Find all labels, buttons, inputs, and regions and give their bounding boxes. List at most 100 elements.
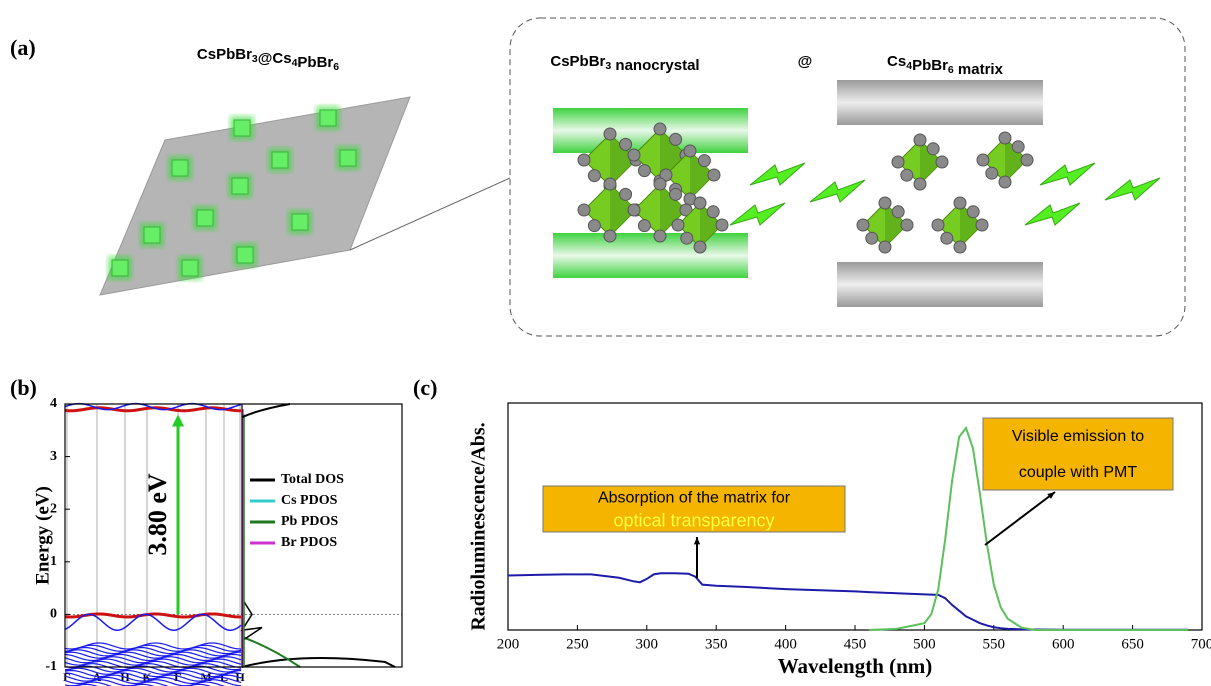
atom [654, 123, 666, 135]
cube [232, 178, 248, 194]
atom [977, 154, 989, 166]
x-tick-label: 500 [913, 636, 936, 652]
atom [857, 219, 869, 231]
atom [628, 204, 640, 216]
atom [670, 188, 682, 200]
y-tick-label: 3 [50, 449, 57, 464]
atom [638, 165, 650, 177]
bolt [810, 180, 865, 202]
atom [588, 220, 600, 232]
bolt [730, 203, 785, 225]
atom [1021, 154, 1033, 166]
cube [272, 152, 288, 168]
plot-frame [65, 404, 402, 667]
atom [976, 219, 988, 231]
dos-curve [242, 404, 290, 417]
dos-curve [242, 658, 395, 667]
panel-label: (c) [413, 375, 437, 400]
cube [172, 160, 188, 176]
atom [901, 219, 913, 231]
atom [879, 197, 891, 209]
atom [941, 232, 953, 244]
x-tick-label: 600 [1052, 636, 1075, 652]
annotation-text: Absorption of the matrix for [598, 490, 791, 507]
legend-label: Br PDOS [281, 535, 337, 550]
bolt [1105, 178, 1160, 200]
atom [1012, 141, 1024, 153]
x-tick-label: 400 [774, 636, 797, 652]
figure: (a) CsPbBr3@Cs4PbBr6 CsPbBr3 nanocrystal… [0, 0, 1211, 686]
dos-curve [242, 637, 300, 667]
panel-label: (a) [10, 35, 36, 60]
atom [914, 134, 926, 146]
page: {"panel_a": {"label": "(a)", "composite_… [0, 0, 1211, 686]
gap-annotation: 3.80 eV [143, 473, 172, 556]
annotation-text: optical transparency [613, 510, 774, 530]
cube [112, 260, 128, 276]
cube [237, 247, 253, 263]
atom [628, 149, 640, 161]
atom [694, 197, 706, 209]
x-tick-label: 700 [1191, 636, 1211, 652]
annotation-arrow-head [694, 537, 700, 544]
atom [932, 219, 944, 231]
legend-label: Total DOS [281, 472, 344, 487]
atom [901, 169, 913, 181]
x-tick-label: 650 [1121, 636, 1144, 652]
atom [866, 232, 878, 244]
atom [684, 145, 696, 157]
cube [234, 120, 250, 136]
panel-label: (b) [10, 375, 37, 400]
cube [197, 210, 213, 226]
atom [672, 219, 684, 231]
atom [604, 128, 616, 140]
series-line [508, 573, 1188, 630]
nanocrystal-layer [553, 233, 748, 278]
atom [967, 206, 979, 218]
atom [638, 220, 650, 232]
cube [320, 110, 336, 126]
gap-arrow-head [172, 415, 184, 427]
atom [620, 138, 632, 150]
atom [914, 178, 926, 190]
atom [698, 155, 710, 167]
atom [578, 154, 590, 166]
matrix-label: Cs4PbBr6 matrix [887, 53, 1004, 78]
x-tick-label: 350 [705, 636, 728, 652]
band [65, 614, 241, 630]
atom [654, 230, 666, 242]
atom [892, 206, 904, 218]
x-tick-label: 550 [983, 636, 1006, 652]
atom [670, 133, 682, 145]
nanocrystal-label: CsPbBr3 nanocrystal [550, 53, 699, 74]
matrix-layer [837, 80, 1043, 125]
atom [999, 132, 1011, 144]
atom [604, 230, 616, 242]
annotation-text: couple with PMT [1019, 464, 1137, 481]
x-tick-label: 250 [566, 636, 589, 652]
x-tick-label: 200 [497, 636, 520, 652]
y-tick-label: 0 [50, 607, 57, 622]
atom [707, 206, 719, 218]
cube [292, 214, 308, 230]
composite-title: CsPbBr3@Cs4PbBr6 [197, 46, 339, 73]
atom [936, 156, 948, 168]
y-axis-label: Radioluminescence/Abs. [468, 422, 490, 630]
bolt [750, 163, 805, 185]
annotation-arrow [985, 492, 1055, 545]
atom [716, 219, 728, 231]
atom [954, 241, 966, 253]
atom [694, 241, 706, 253]
atom [578, 204, 590, 216]
atom [708, 169, 720, 181]
legend-label: Cs PDOS [281, 493, 338, 508]
atom [681, 232, 693, 244]
atom [879, 241, 891, 253]
cube [182, 260, 198, 276]
atom [620, 188, 632, 200]
y-axis-label: Energy (eV) [32, 486, 53, 585]
atom [892, 156, 904, 168]
at-sign: @ [798, 53, 813, 70]
